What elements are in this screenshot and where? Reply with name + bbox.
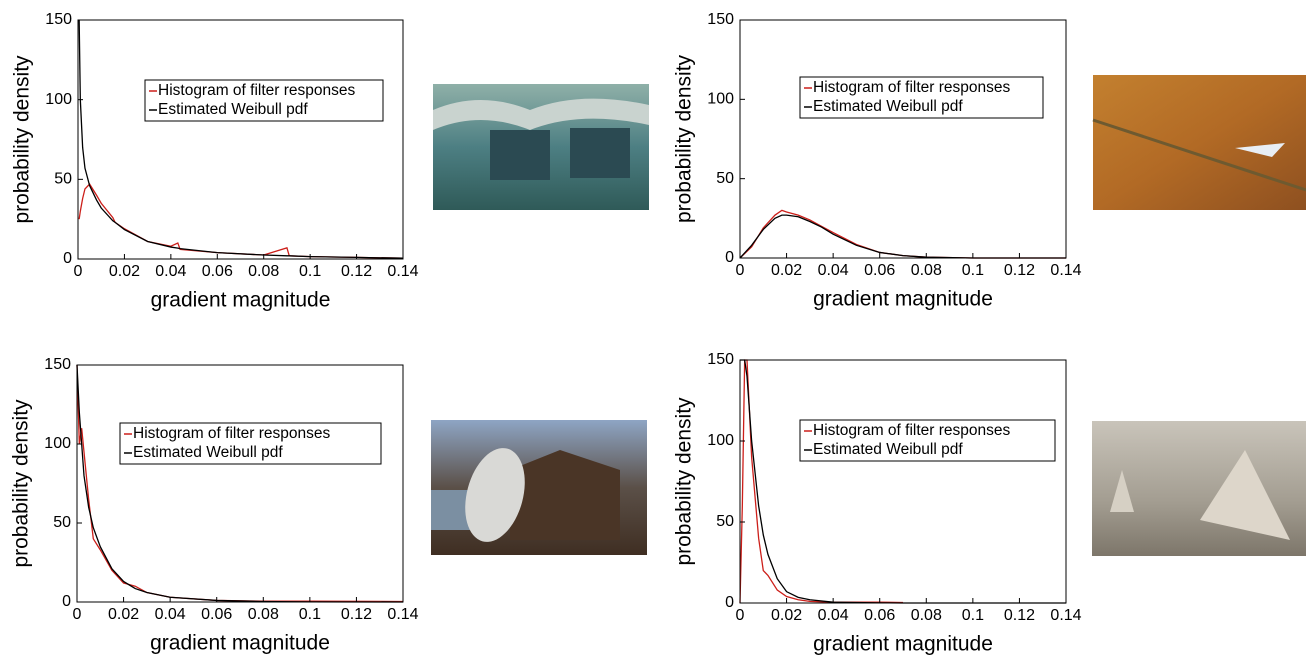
legend-label: Histogram of filter responses <box>813 79 1011 96</box>
y-tick-label: 50 <box>54 171 72 188</box>
y-tick-label: 100 <box>44 435 71 452</box>
y-axis-label: probability density <box>11 55 34 224</box>
x-axis-label: gradient magnitude <box>150 632 330 655</box>
x-tick-label: 0 <box>74 263 83 280</box>
y-tick-label: 0 <box>62 593 71 610</box>
legend-label: Histogram of filter responses <box>158 82 356 99</box>
x-tick-label: 0.02 <box>771 607 802 624</box>
y-tick-label: 150 <box>707 11 734 28</box>
y-tick-label: 50 <box>53 514 71 531</box>
x-tick-label: 0.08 <box>248 606 279 623</box>
y-tick-label: 150 <box>45 11 72 28</box>
page: 0 0.02 0.04 0.06 0.08 0.1 0.12 0.14 0 50 100 150 gra… <box>0 0 1306 668</box>
photo-building <box>433 84 649 210</box>
x-tick-label: 0.12 <box>341 606 372 623</box>
x-tick-label: 0 <box>736 262 745 279</box>
y-axis-label: probability density <box>673 54 696 223</box>
plot-area <box>77 365 403 602</box>
plot-area <box>740 20 1066 258</box>
y-tick-label: 50 <box>716 170 734 187</box>
x-tick-label: 0 <box>73 606 82 623</box>
x-tick-label: 0.14 <box>1050 607 1081 624</box>
y-tick-label: 0 <box>725 594 734 611</box>
plot-area <box>78 20 403 259</box>
x-tick-label: 0.1 <box>299 606 321 623</box>
plot-area <box>740 360 1066 603</box>
y-tick-label: 100 <box>707 91 734 108</box>
legend-label: Estimated Weibull pdf <box>813 98 963 115</box>
x-tick-label: 0.06 <box>201 606 232 623</box>
y-tick-label: 100 <box>707 432 734 449</box>
x-tick-label: 0.08 <box>911 607 942 624</box>
x-tick-label: 0.04 <box>818 607 849 624</box>
photo-cabin <box>431 420 647 555</box>
x-tick-label: 0.12 <box>1004 607 1035 624</box>
legend-label: Estimated Weibull pdf <box>158 101 308 118</box>
legend-label: Estimated Weibull pdf <box>133 444 283 461</box>
x-tick-label: 0.1 <box>962 262 984 279</box>
x-tick-label: 0.14 <box>1050 262 1081 279</box>
x-tick-label: 0.12 <box>341 263 372 280</box>
x-tick-label: 0.12 <box>1004 262 1035 279</box>
x-tick-label: 0.02 <box>109 263 140 280</box>
y-axis-label: probability density <box>673 397 696 566</box>
legend-label: Estimated Weibull pdf <box>813 441 963 458</box>
figure: 0 0.02 0.04 0.06 0.08 0.1 0.12 0.14 0 50 100 150 gra… <box>0 0 1306 663</box>
y-tick-label: 0 <box>725 249 734 266</box>
photo-tipis <box>1092 421 1306 556</box>
x-tick-label: 0 <box>736 607 745 624</box>
x-tick-label: 0.06 <box>202 263 233 280</box>
x-tick-label: 0.14 <box>387 263 418 280</box>
legend-label: Histogram of filter responses <box>813 422 1011 439</box>
x-tick-label: 0.1 <box>299 263 321 280</box>
x-axis-label: gradient magnitude <box>813 288 993 311</box>
x-tick-label: 0.08 <box>911 262 942 279</box>
y-tick-label: 0 <box>63 250 72 267</box>
y-tick-label: 50 <box>716 513 734 530</box>
y-tick-label: 150 <box>44 356 71 373</box>
x-tick-label: 0.08 <box>248 263 279 280</box>
y-tick-label: 100 <box>45 91 72 108</box>
x-tick-label: 0.02 <box>108 606 139 623</box>
x-tick-label: 0.06 <box>864 262 895 279</box>
x-tick-label: 0.1 <box>962 607 984 624</box>
x-tick-label: 0.04 <box>155 606 186 623</box>
legend-label: Histogram of filter responses <box>133 425 331 442</box>
y-axis-label: probability density <box>10 399 33 568</box>
x-tick-label: 0.14 <box>387 606 418 623</box>
x-tick-label: 0.04 <box>818 262 849 279</box>
x-tick-label: 0.06 <box>864 607 895 624</box>
y-tick-label: 150 <box>707 351 734 368</box>
x-tick-label: 0.02 <box>771 262 802 279</box>
photo-field <box>1093 75 1306 210</box>
x-axis-label: gradient magnitude <box>813 633 993 656</box>
x-axis-label: gradient magnitude <box>151 289 331 312</box>
x-tick-label: 0.04 <box>155 263 186 280</box>
